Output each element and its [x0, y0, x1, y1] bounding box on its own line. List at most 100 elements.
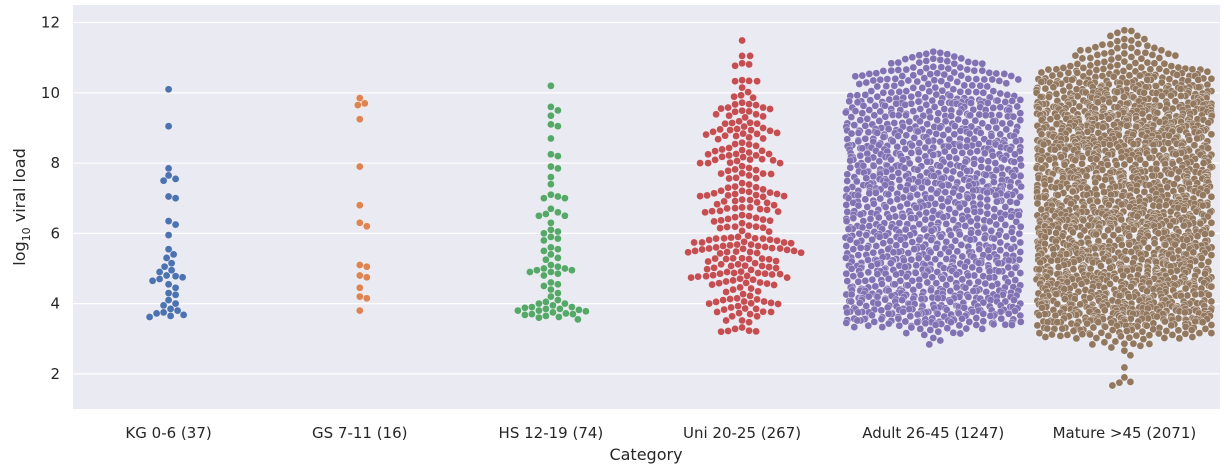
data-point	[1138, 327, 1147, 336]
data-point	[915, 148, 923, 156]
data-point	[885, 213, 894, 222]
data-point	[1012, 137, 1020, 146]
data-point	[928, 273, 937, 282]
data-point	[875, 233, 884, 241]
data-point	[746, 310, 754, 318]
data-point	[946, 275, 955, 283]
data-point	[712, 298, 720, 306]
data-point	[1126, 351, 1135, 360]
data-point	[554, 269, 562, 278]
data-point	[851, 72, 860, 81]
data-point	[1134, 40, 1143, 48]
data-point	[989, 104, 998, 112]
data-point	[698, 245, 706, 254]
data-point	[744, 88, 752, 96]
data-point	[1204, 258, 1213, 266]
data-point	[975, 266, 984, 274]
data-point	[759, 307, 767, 316]
data-point	[1120, 49, 1129, 58]
data-point	[979, 298, 988, 307]
data-point	[1177, 92, 1185, 100]
data-point	[736, 283, 744, 292]
data-point	[1181, 284, 1190, 293]
data-point	[890, 119, 899, 127]
data-point	[738, 211, 746, 219]
data-point	[1150, 44, 1159, 52]
data-point	[854, 251, 863, 259]
data-point	[159, 308, 168, 317]
data-point	[1016, 172, 1025, 180]
data-point	[1098, 40, 1107, 49]
x-tick-label: GS 7-11 (16)	[312, 424, 408, 442]
data-point	[978, 325, 987, 333]
data-point	[987, 227, 996, 235]
data-point	[933, 189, 941, 198]
data-point	[856, 244, 865, 252]
data-point	[727, 262, 735, 270]
data-point	[1063, 331, 1072, 339]
data-point	[862, 78, 871, 87]
data-point	[997, 314, 1006, 323]
data-point	[1171, 51, 1180, 60]
data-point	[738, 36, 746, 45]
data-point	[1167, 170, 1175, 178]
data-point	[542, 298, 550, 306]
data-point	[1157, 46, 1166, 55]
data-point	[723, 204, 731, 213]
data-point	[902, 65, 911, 74]
data-point	[1168, 331, 1177, 339]
data-point	[930, 172, 938, 180]
data-point	[1150, 239, 1159, 247]
data-point	[1155, 54, 1164, 62]
data-point	[906, 312, 915, 321]
data-point	[877, 315, 886, 323]
data-point	[733, 240, 741, 249]
data-point	[884, 310, 893, 318]
data-point	[752, 305, 760, 313]
data-point	[945, 248, 953, 256]
data-point	[717, 169, 725, 178]
data-point	[982, 171, 990, 179]
data-point	[1107, 55, 1116, 64]
data-point	[759, 124, 767, 132]
data-point	[980, 234, 989, 243]
data-point	[1132, 187, 1141, 195]
data-point	[1143, 287, 1151, 296]
data-point	[917, 295, 926, 303]
data-point	[1052, 290, 1061, 298]
data-point	[1185, 136, 1194, 144]
data-point	[1017, 161, 1025, 170]
data-point	[797, 248, 805, 257]
data-point	[853, 316, 862, 325]
data-point	[907, 214, 915, 222]
data-point	[1194, 76, 1203, 84]
data-point	[547, 285, 555, 294]
data-point	[1001, 203, 1010, 211]
y-axis-label-subscript: 10	[20, 227, 33, 241]
data-point	[992, 69, 1001, 78]
data-point	[1009, 235, 1018, 243]
data-point	[1137, 63, 1146, 72]
data-point	[946, 287, 955, 295]
data-point	[1137, 54, 1146, 63]
data-point	[1207, 297, 1216, 306]
data-point	[981, 149, 989, 158]
data-point	[1093, 59, 1102, 67]
data-point	[956, 88, 965, 96]
data-point	[1091, 43, 1100, 51]
data-point	[745, 133, 753, 142]
data-point	[995, 111, 1004, 119]
data-point	[1094, 98, 1102, 107]
data-point	[1016, 238, 1025, 247]
data-point	[718, 153, 726, 161]
data-point	[1160, 59, 1169, 68]
data-point	[909, 84, 918, 92]
data-point	[1056, 332, 1065, 340]
data-point	[1106, 141, 1114, 149]
x-tick-label: Adult 26-45 (1247)	[862, 424, 1004, 442]
data-point	[908, 277, 917, 285]
data-point	[547, 219, 555, 227]
data-point	[914, 254, 923, 263]
data-point	[983, 202, 992, 211]
data-point	[742, 279, 750, 287]
